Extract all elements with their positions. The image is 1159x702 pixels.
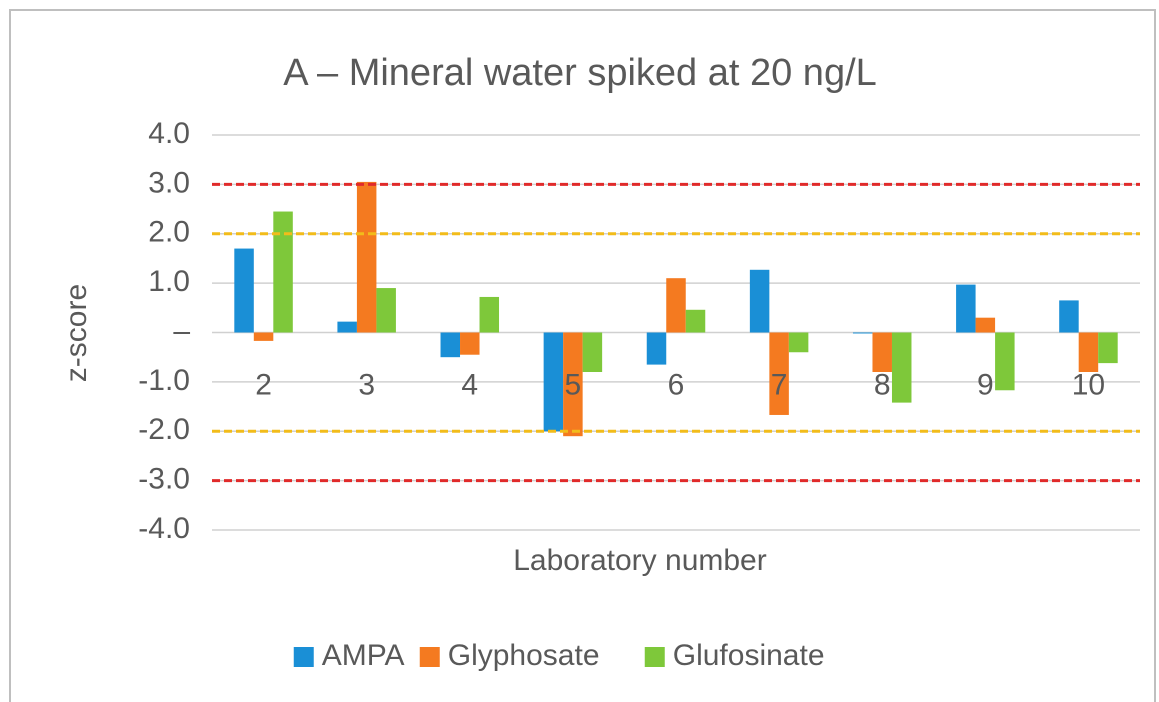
bar [440, 332, 461, 358]
bar [273, 211, 293, 333]
legend-swatch [644, 647, 665, 667]
y-tick-label: – [173, 314, 190, 347]
legend-label: Glufosinate [673, 639, 825, 672]
bar [788, 332, 809, 353]
bar [376, 288, 396, 333]
bar [460, 332, 480, 355]
bar [234, 248, 254, 333]
bar [646, 332, 667, 365]
y-tick-label: 1.0 [148, 265, 190, 298]
legend-label: Glyphosate [448, 639, 600, 672]
x-tick-label: 6 [668, 368, 685, 401]
x-tick-label: 5 [565, 368, 582, 401]
bar [563, 332, 583, 437]
bar [666, 278, 686, 333]
x-tick-label: 10 [1072, 368, 1105, 401]
bar [995, 332, 1015, 391]
bar [1059, 300, 1079, 333]
y-tick-label: -3.0 [138, 463, 190, 496]
legend-swatch [419, 647, 440, 667]
bar [543, 332, 564, 432]
bar [337, 321, 357, 333]
y-tick-label: 2.0 [148, 216, 190, 249]
bar [1078, 332, 1099, 372]
legend-swatch [293, 647, 314, 667]
bar [1098, 332, 1118, 364]
y-tick-label: -1.0 [138, 364, 190, 397]
bar [356, 181, 377, 333]
y-tick-label: 4.0 [148, 117, 190, 150]
x-tick-label: 4 [461, 368, 478, 401]
x-tick-label: 7 [771, 368, 788, 401]
bar [891, 332, 912, 403]
bar [852, 332, 873, 334]
bar [253, 332, 274, 341]
y-axis-label: z-score [60, 284, 93, 382]
x-tick-label: 3 [358, 368, 375, 401]
x-tick-label: 2 [255, 368, 272, 401]
bar [872, 332, 892, 372]
x-tick-label: 9 [977, 368, 994, 401]
bar [685, 309, 706, 333]
bar [582, 332, 603, 372]
x-tick-label: 8 [874, 368, 891, 401]
bar [479, 296, 500, 333]
chart-title: A – Mineral water spiked at 20 ng/L [283, 52, 877, 94]
bar [769, 332, 789, 415]
x-axis-label: Laboratory number [513, 544, 766, 577]
y-tick-label: -4.0 [138, 512, 190, 545]
bar [975, 317, 996, 333]
legend-label: AMPA [322, 639, 405, 672]
y-tick-label: 3.0 [148, 166, 190, 199]
bar [749, 269, 770, 333]
y-tick-label: -2.0 [138, 413, 190, 446]
bar [956, 284, 976, 333]
